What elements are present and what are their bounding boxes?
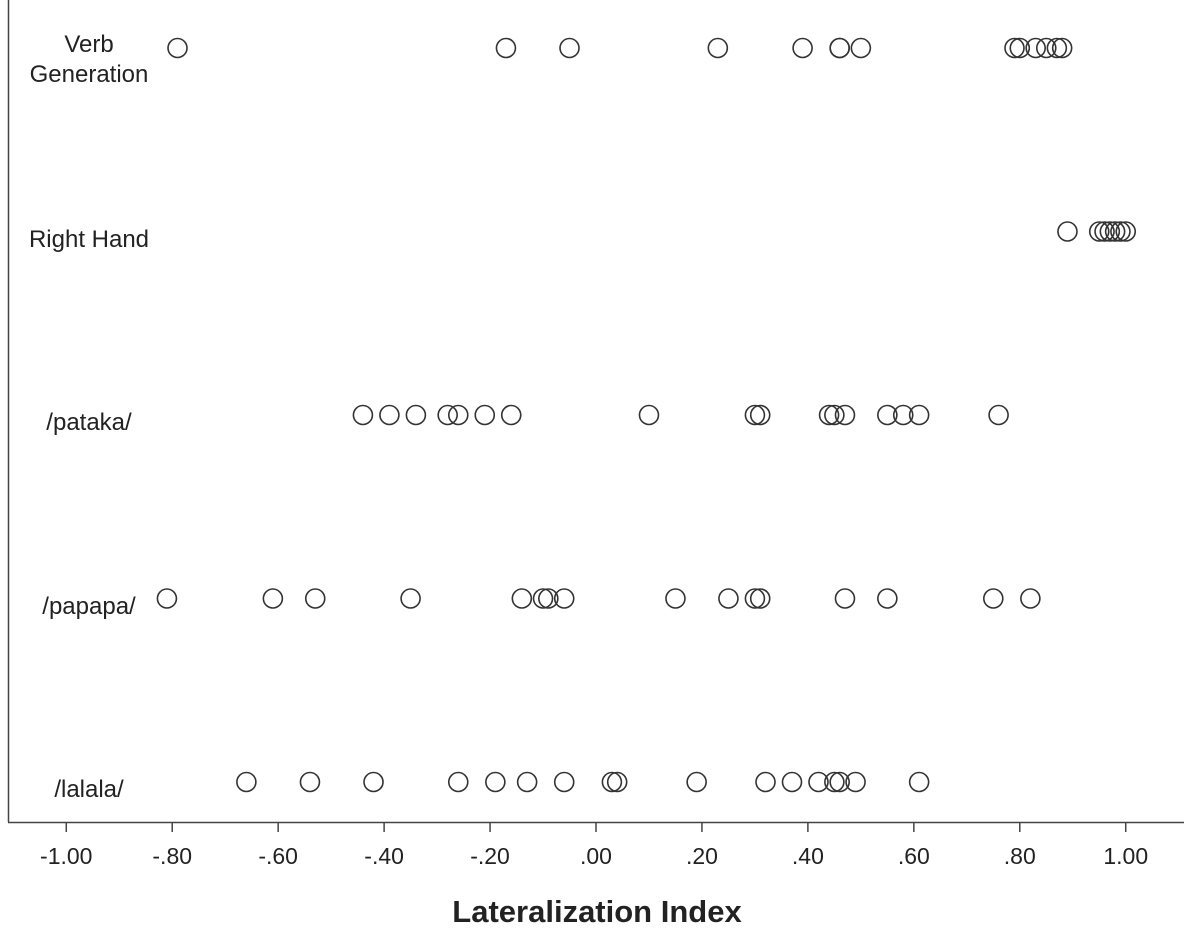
data-point <box>601 771 623 793</box>
data-point <box>638 404 660 426</box>
data-point <box>908 404 930 426</box>
data-point <box>352 404 374 426</box>
data-point <box>1046 37 1068 59</box>
data-point <box>845 771 866 793</box>
x-tick-label: -.80 <box>152 843 192 869</box>
x-tick-label: -1.00 <box>40 843 92 869</box>
data-point <box>718 588 739 609</box>
data-point <box>707 37 729 59</box>
data-point <box>824 771 845 793</box>
data-point <box>363 771 384 793</box>
data-point <box>379 404 400 426</box>
data-point <box>744 588 766 609</box>
data-point <box>538 588 559 609</box>
data-point <box>834 404 856 426</box>
data-point <box>877 404 898 426</box>
data-point <box>1099 221 1121 242</box>
data-point <box>982 588 1004 609</box>
data-point <box>437 404 458 426</box>
x-tick-label: .20 <box>686 843 718 869</box>
data-point <box>447 771 469 793</box>
data-point <box>988 404 1009 426</box>
data-point <box>829 771 850 793</box>
data-point <box>749 588 771 609</box>
category-label: Verb Generation <box>29 31 149 88</box>
data-point <box>1110 221 1131 242</box>
data-point <box>1009 37 1031 59</box>
data-point <box>553 771 575 793</box>
data-point <box>553 588 575 609</box>
data-point <box>686 771 707 793</box>
x-tick-label: 1.00 <box>1103 843 1148 869</box>
data-point <box>236 771 257 793</box>
data-point <box>1051 37 1073 59</box>
data-point <box>495 37 517 59</box>
data-point <box>606 771 628 793</box>
data-point <box>1057 221 1078 242</box>
data-point <box>400 588 421 609</box>
data-point <box>304 588 326 609</box>
data-point <box>850 37 872 59</box>
data-point <box>877 588 898 609</box>
data-point <box>744 404 766 426</box>
data-point <box>405 404 427 426</box>
x-tick-label: -.40 <box>364 843 404 869</box>
data-point <box>485 771 506 793</box>
data-point <box>299 771 321 793</box>
data-point <box>1035 37 1057 59</box>
data-point <box>808 771 829 793</box>
category-label: /lalala/ <box>54 776 124 803</box>
data-point <box>829 37 850 59</box>
data-point <box>792 37 813 59</box>
data-point <box>665 588 686 609</box>
x-tick-label: .40 <box>792 843 824 869</box>
data-point <box>500 404 522 426</box>
data-point <box>834 588 856 609</box>
data-point <box>755 771 776 793</box>
data-point <box>511 588 533 609</box>
data-point <box>1094 221 1115 242</box>
data-point <box>1088 221 1110 242</box>
data-point <box>447 404 469 426</box>
x-axis-title: Lateralization Index <box>452 894 742 929</box>
data-point <box>516 771 538 793</box>
x-tick-label: -.60 <box>258 843 298 869</box>
data-point <box>824 404 845 426</box>
data-point <box>892 404 914 426</box>
data-point <box>262 588 284 609</box>
data-point <box>156 588 178 609</box>
data-point <box>749 404 771 426</box>
x-tick-label: .80 <box>1004 843 1036 869</box>
data-point <box>1004 37 1025 59</box>
data-point <box>559 37 580 59</box>
category-label: /pataka/ <box>46 409 132 436</box>
data-point <box>1025 37 1046 59</box>
data-point <box>474 404 496 426</box>
category-label: Right Hand <box>28 225 150 253</box>
x-tick-label: .00 <box>580 843 612 869</box>
data-point <box>908 771 930 793</box>
data-point <box>167 37 188 59</box>
category-label: /papapa/ <box>42 592 136 620</box>
x-tick-label: -.20 <box>470 843 510 869</box>
data-point <box>532 588 554 609</box>
data-point <box>1115 221 1137 242</box>
data-point <box>781 771 803 793</box>
data-point <box>1020 588 1041 609</box>
data-point <box>818 404 840 426</box>
x-tick-label: .60 <box>898 843 930 869</box>
data-point <box>1104 221 1126 242</box>
